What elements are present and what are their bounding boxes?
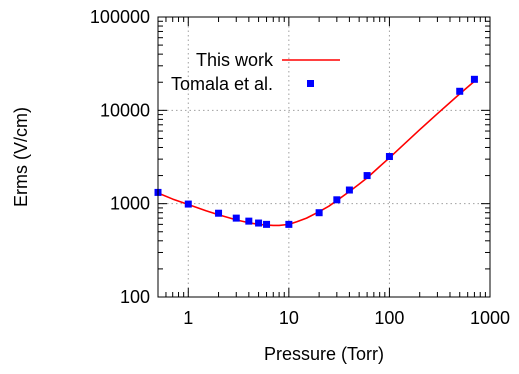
- data-point-tomala: [215, 209, 223, 217]
- data-point-tomala: [345, 186, 353, 194]
- data-point-tomala: [263, 220, 271, 228]
- data-point-tomala: [470, 75, 478, 83]
- tick-label-layer: 1 10 100 1000 100 1000 10000 100000: [90, 7, 510, 328]
- x-axis-label: Pressure (Torr): [264, 344, 384, 364]
- x-tick-label: 1: [183, 308, 193, 328]
- legend-label-this-work: This work: [196, 50, 274, 70]
- axis-layer: [157, 16, 491, 298]
- y-tick-label: 10000: [100, 100, 150, 120]
- data-point-tomala: [363, 172, 371, 180]
- data-point-tomala: [232, 214, 240, 222]
- plot-frame: [157, 16, 491, 298]
- series-layer: [154, 75, 478, 228]
- data-point-tomala: [315, 209, 323, 217]
- x-tick-label: 10: [279, 308, 299, 328]
- y-tick-label: 100000: [90, 7, 150, 27]
- data-point-tomala: [333, 196, 341, 204]
- x-tick-label: 100: [374, 308, 404, 328]
- data-point-tomala: [255, 219, 263, 227]
- x-tick-label: 1000: [470, 308, 510, 328]
- data-point-tomala: [184, 200, 192, 208]
- data-point-tomala: [285, 220, 293, 228]
- legend: This work Tomala et al.: [171, 50, 340, 94]
- data-point-tomala: [456, 87, 464, 95]
- legend-label-tomala: Tomala et al.: [171, 74, 273, 94]
- legend-swatch-tomala: [307, 80, 314, 87]
- data-point-tomala: [385, 153, 393, 161]
- y-axis-label: Erms (V/cm): [11, 107, 31, 207]
- y-tick-label: 100: [120, 287, 150, 307]
- y-tick-label: 1000: [110, 194, 150, 214]
- data-point-tomala: [245, 217, 253, 225]
